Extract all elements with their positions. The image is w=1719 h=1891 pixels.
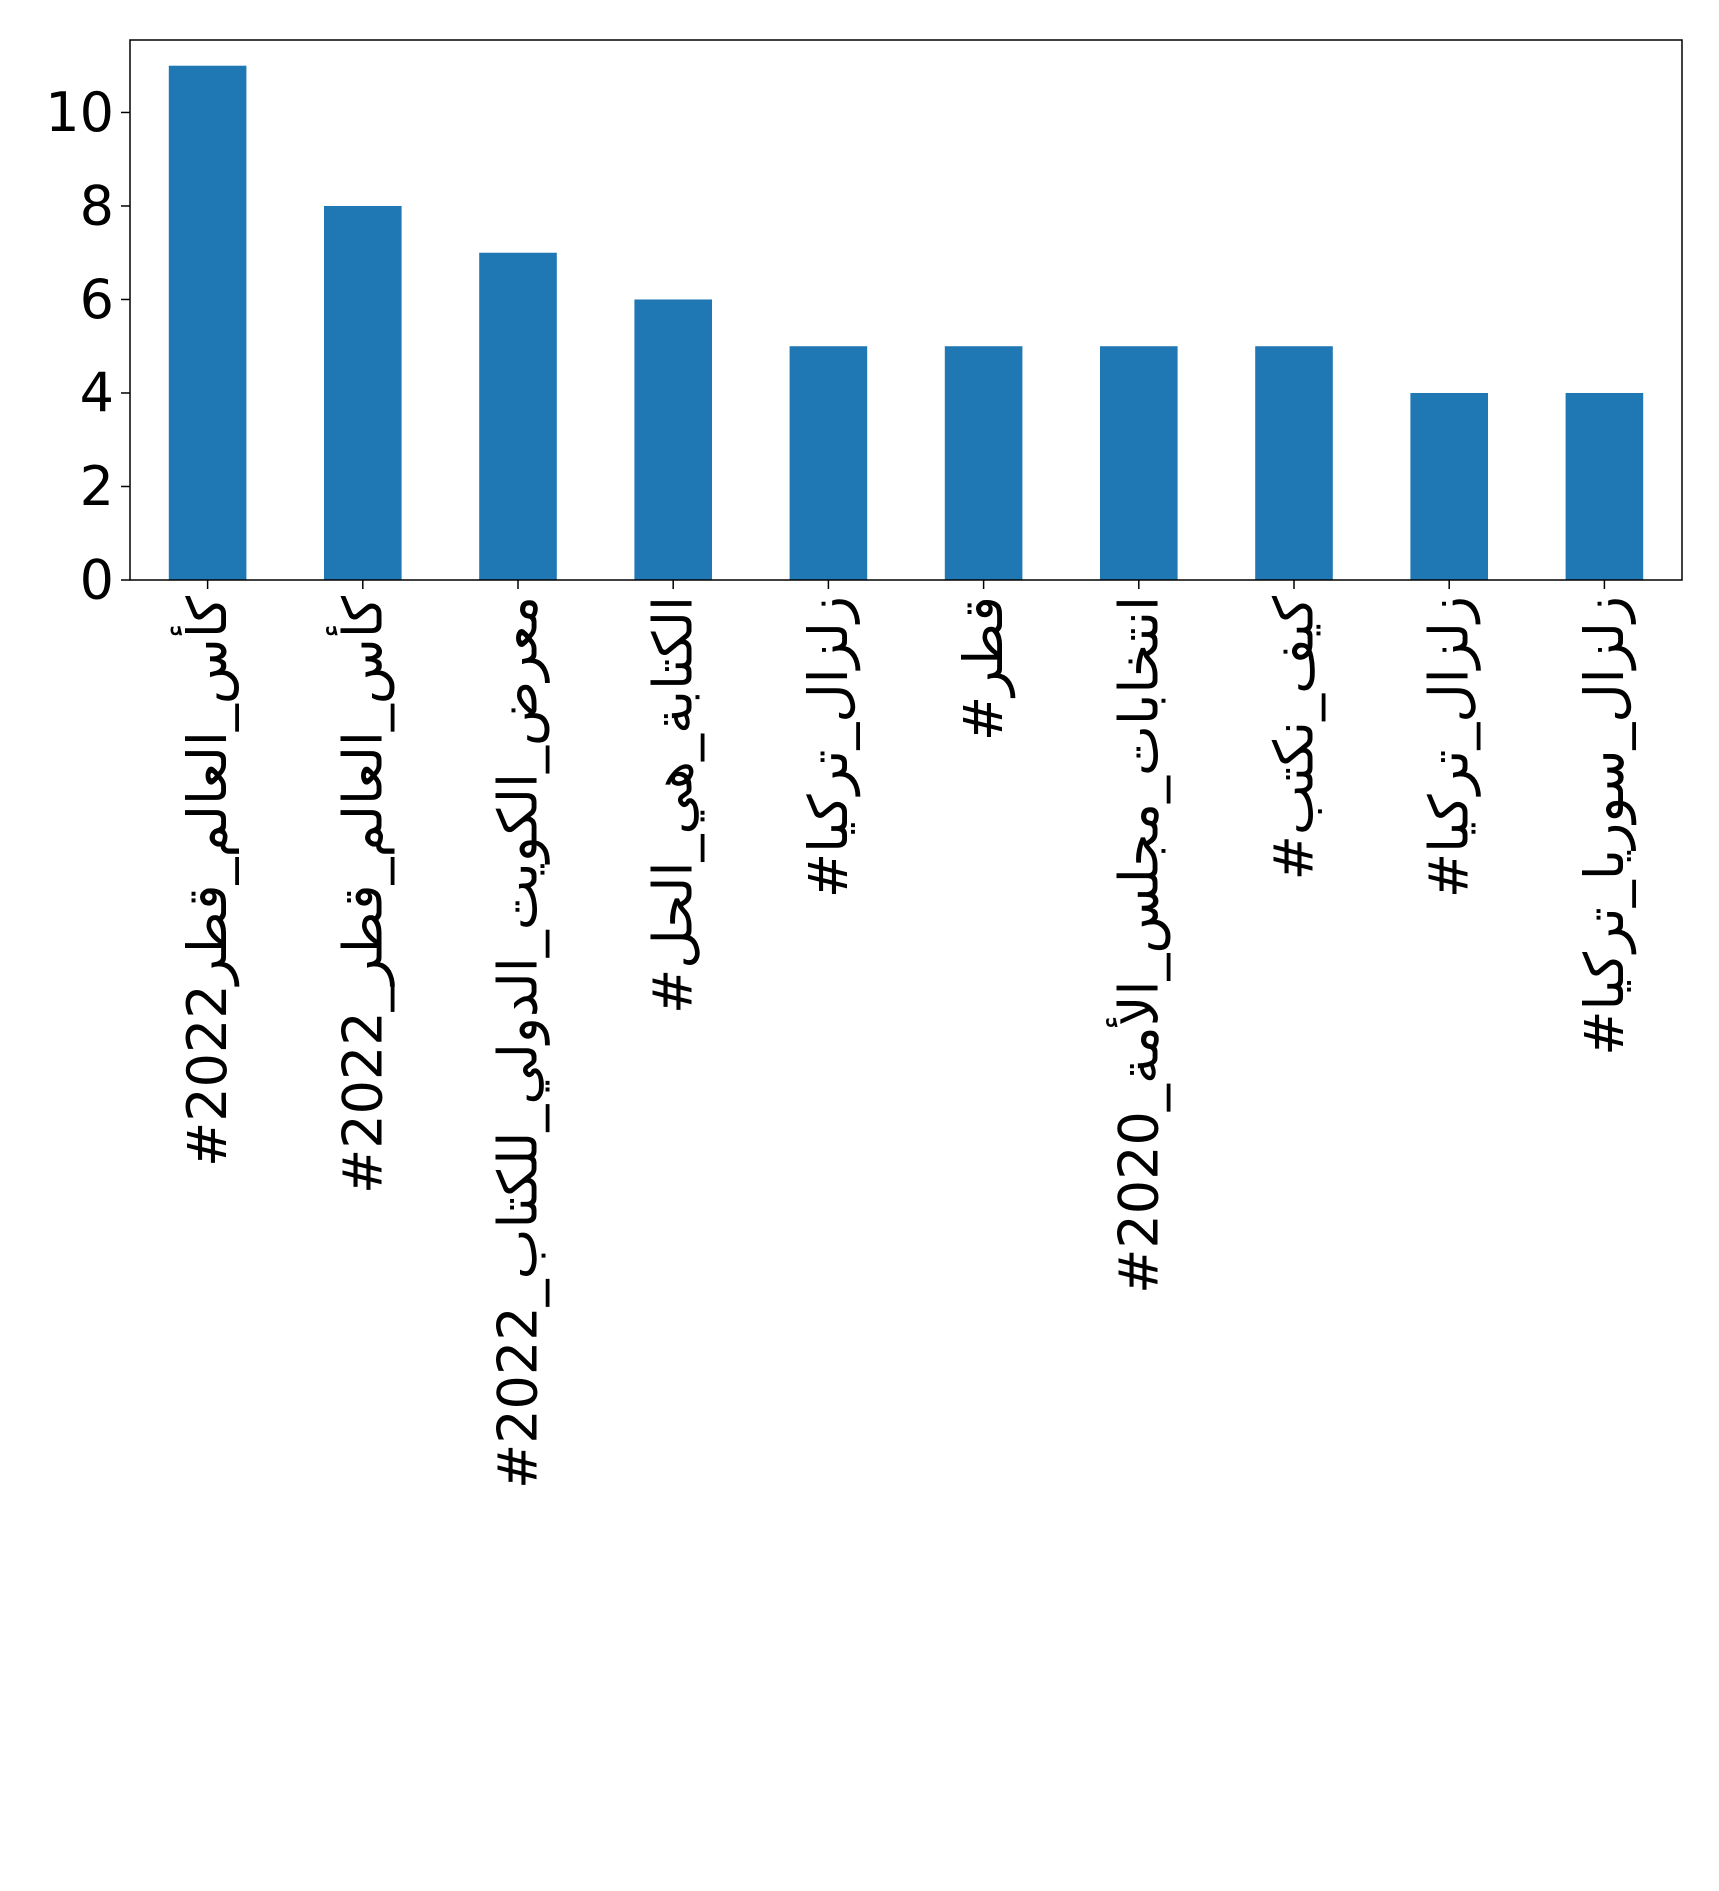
bar-6: [944, 346, 1023, 580]
y-tick-label: 6: [80, 268, 114, 331]
x-tick-label: #انتخابات_مجلس_الأمة_2020: [1105, 596, 1170, 1294]
bar-5: [789, 346, 868, 580]
y-tick-label: 10: [45, 81, 114, 144]
x-tick-label: #قطر: [952, 596, 1015, 741]
x-tick-label: #معرض_الكويت_الدولي_للكتاب_2022: [487, 596, 550, 1489]
y-tick-label: 2: [80, 455, 114, 518]
y-tick-label: 0: [80, 549, 114, 612]
x-tick-label: #الكتابة_هي_الحل: [642, 596, 705, 1014]
bars-group: [168, 65, 1644, 580]
bar-10: [1565, 392, 1644, 580]
x-tick-label: #زلزال_تركيا: [797, 596, 860, 898]
bar-7: [1100, 346, 1178, 580]
bar-2: [324, 205, 402, 580]
bar-1: [168, 65, 247, 580]
bar-8: [1255, 346, 1333, 580]
bar-9: [1410, 392, 1488, 580]
bar-4: [634, 299, 712, 580]
bar-3: [479, 252, 557, 580]
plot-frame: [129, 39, 1683, 581]
x-tick-label: #كأس_العالم_قطر2022: [170, 596, 239, 1167]
x-axis: #كأس_العالم_قطر2022 #كأس_العالم_قطر_2022 #…: [170, 580, 1636, 1489]
x-tick-label: #كأس_العالم_قطر_2022: [325, 596, 394, 1194]
y-tick-label: 4: [80, 361, 114, 424]
x-tick-label: #زلزال_سوريا_تركيا: [1573, 596, 1636, 1056]
x-tick-label: #زلزال_تركيا: [1418, 596, 1481, 898]
y-axis: 0 2 4 6 8 10: [45, 81, 130, 612]
y-tick-label: 8: [80, 174, 114, 237]
x-tick-label: #كيف_نكتب: [1263, 596, 1326, 881]
